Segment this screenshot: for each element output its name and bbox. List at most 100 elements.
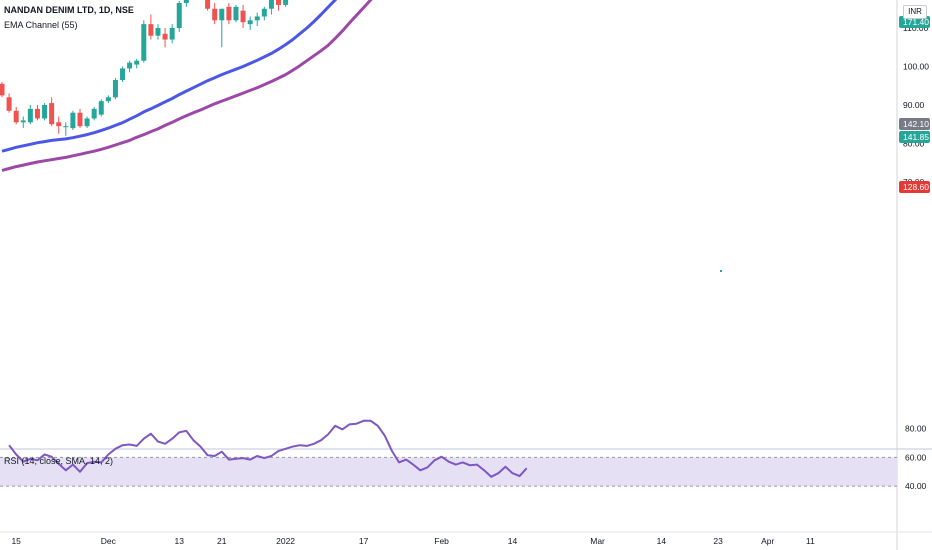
- ema-legend[interactable]: EMA Channel (55): [4, 20, 78, 30]
- candle-body: [84, 118, 90, 127]
- candle-body: [169, 28, 175, 40]
- rsi-legend[interactable]: RSI (14, close, SMA, 14, 2): [4, 456, 114, 466]
- price-tag: 128.60: [899, 181, 930, 193]
- price-tag: 142.10: [899, 118, 930, 130]
- price-tick-label: 100.00: [903, 62, 929, 72]
- candle: [84, 116, 90, 129]
- candle: [0, 81, 5, 98]
- candle-body: [212, 8, 218, 21]
- rsi-line: [8, 419, 528, 478]
- candle-body: [240, 10, 246, 23]
- ema-upper-line: [1, 0, 338, 153]
- ema-channel: [1, 0, 373, 172]
- time-axis: 15 Dec 13 21 2022 17 Feb 14 Mar 14 23 Apr 11: [11, 536, 814, 546]
- candle: [112, 78, 118, 100]
- candle-body: [247, 20, 253, 25]
- rsi-tick-label: 60.00: [905, 452, 927, 462]
- candle-body: [226, 6, 232, 21]
- candle: [247, 16, 253, 30]
- rsi-pane: [0, 419, 897, 487]
- candle-body: [0, 83, 5, 96]
- marker-dot: [720, 270, 722, 272]
- candle: [240, 4, 246, 28]
- candle: [162, 28, 168, 48]
- ema-lower-line: [1, 0, 373, 172]
- candle: [13, 106, 19, 125]
- candle-body: [105, 97, 111, 102]
- candle: [70, 110, 76, 131]
- price-tag-bg: [899, 181, 930, 193]
- candle-body: [77, 112, 83, 127]
- time-tick-label: 15: [11, 536, 21, 546]
- candle-body: [34, 108, 40, 119]
- candle: [261, 6, 267, 21]
- candle-body: [162, 33, 168, 40]
- rsi-axis: 40.00 60.00 80.00: [905, 424, 927, 491]
- candle-body: [254, 16, 260, 21]
- candle-body: [20, 120, 26, 123]
- candle-body: [219, 8, 225, 21]
- chart-title[interactable]: NANDAN DENIM LTD, 1D, NSE: [4, 5, 134, 15]
- candle-body: [127, 62, 133, 69]
- candle: [233, 4, 239, 23]
- time-tick-label: 2022: [276, 536, 295, 546]
- candle: [42, 103, 48, 121]
- time-tick-label: Dec: [101, 536, 117, 546]
- candle: [134, 58, 140, 69]
- candle-body: [141, 24, 147, 61]
- time-tick-label: 17: [359, 536, 369, 546]
- time-tick-label: Apr: [761, 536, 774, 546]
- time-tick-label: 23: [713, 536, 723, 546]
- price-tags: 171.40 142.10 141.85 128.60: [899, 16, 930, 193]
- price-tag-label: 142.10: [903, 119, 929, 129]
- candle: [276, 0, 282, 11]
- candle-body: [155, 28, 161, 36]
- candle-body: [70, 112, 76, 129]
- candle-body: [134, 60, 140, 65]
- candle: [120, 66, 126, 82]
- candlestick-series: [0, 0, 722, 272]
- candle-body: [56, 122, 62, 127]
- candle-body: [276, 0, 282, 5]
- candle-body: [42, 105, 48, 119]
- candle-body: [6, 97, 12, 111]
- candle: [254, 12, 260, 27]
- candle: [77, 108, 83, 129]
- candle: [20, 116, 26, 129]
- currency-label[interactable]: INR: [903, 5, 927, 19]
- candle: [268, 0, 274, 15]
- candle: [183, 0, 189, 7]
- candle-body: [183, 0, 189, 3]
- price-tag: 141.85: [899, 131, 930, 143]
- time-tick-label: 14: [508, 536, 518, 546]
- candle-body: [98, 101, 104, 115]
- candle-body: [112, 79, 118, 98]
- price-tag-bg: [899, 16, 930, 28]
- candle: [98, 99, 104, 117]
- candle-body: [205, 0, 211, 9]
- candle-body: [27, 108, 33, 123]
- price-axis: 70.0080.0090.00100.00110.00120.00130.001…: [903, 23, 929, 187]
- rsi-tick-label: 80.00: [905, 424, 927, 434]
- candle: [169, 24, 175, 44]
- time-tick-label: 21: [217, 536, 227, 546]
- candle: [219, 8, 225, 48]
- candle-body: [49, 103, 55, 125]
- candle: [63, 122, 69, 136]
- candle: [226, 2, 232, 25]
- candle: [212, 2, 218, 25]
- candle: [205, 0, 211, 11]
- candle: [105, 95, 111, 104]
- price-tag-label: 171.40: [903, 17, 929, 27]
- candle-body: [261, 8, 267, 17]
- candle: [283, 0, 289, 7]
- candle: [34, 105, 40, 121]
- candle: [56, 116, 62, 134]
- candle: [27, 105, 33, 125]
- candle-body: [148, 24, 154, 36]
- candle: [6, 93, 12, 113]
- candle: [176, 1, 182, 32]
- candle-body: [233, 6, 239, 21]
- candle-body: [176, 2, 182, 28]
